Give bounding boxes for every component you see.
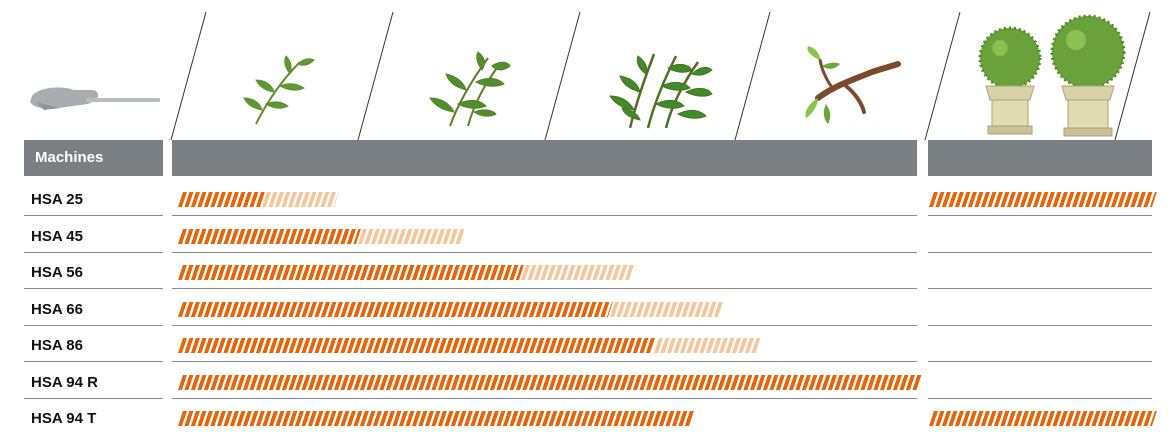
row-divider [172,215,917,216]
row-divider [928,251,1152,253]
divider-5 [924,11,961,140]
row-divider [172,251,917,253]
row-divider [24,361,163,362]
divider-3 [544,11,581,140]
row-divider [24,397,163,399]
machine-label: HSA 94 R [31,373,98,391]
divider-1 [170,11,207,140]
row-divider [928,215,1152,216]
cutting-bar-solid [178,411,695,426]
cutting-bar-solid [178,374,924,390]
row-divider [172,361,917,362]
cutting-bar-light [357,228,465,244]
cutting-bar-light [261,192,339,207]
row-divider [24,288,163,289]
cutting-bar-light [609,301,724,317]
cutting-header-bar [172,140,917,176]
row-divider [928,397,1152,399]
cutting-bar-solid [178,192,265,207]
row-divider [928,324,1152,326]
row-divider [172,397,917,399]
row-divider [928,361,1152,362]
row-divider [24,215,163,216]
machines-header: Machines [24,140,163,176]
row-divider [172,324,917,326]
machine-label: HSA 94 T [31,410,97,427]
divider-6 [1114,11,1151,140]
topiary-icon [978,14,1126,137]
cutting-bar-light [520,265,635,280]
row-divider [24,324,163,326]
row-divider [172,288,917,289]
row-divider [928,288,1152,289]
hedge-trimmer-icon [30,87,160,110]
cutting-bar-solid [178,228,361,244]
machine-label: HSA 66 [31,300,83,318]
row-divider [24,251,163,253]
column-dividers [170,11,1151,140]
cutting-bar-solid [178,301,613,317]
machine-label: HSA 86 [31,337,83,354]
dense-hedge-icon [609,53,713,129]
machine-label: HSA 56 [31,264,83,281]
cutting-bar-solid [178,265,524,280]
thick-branch-icon [805,46,901,124]
divider-4 [734,11,771,140]
topiary-bar [929,192,1157,207]
machine-label: HSA 25 [31,191,83,208]
header-illustrations [30,11,1151,140]
topiary-header-bar [928,140,1152,176]
topiary-bar [929,411,1157,426]
cutting-bar-solid [178,338,658,353]
thin-twig-icon [243,55,315,125]
cutting-bar-light [654,338,761,353]
divider-2 [357,11,394,140]
machine-label: HSA 45 [31,227,83,245]
medium-twigs-icon [429,51,511,127]
